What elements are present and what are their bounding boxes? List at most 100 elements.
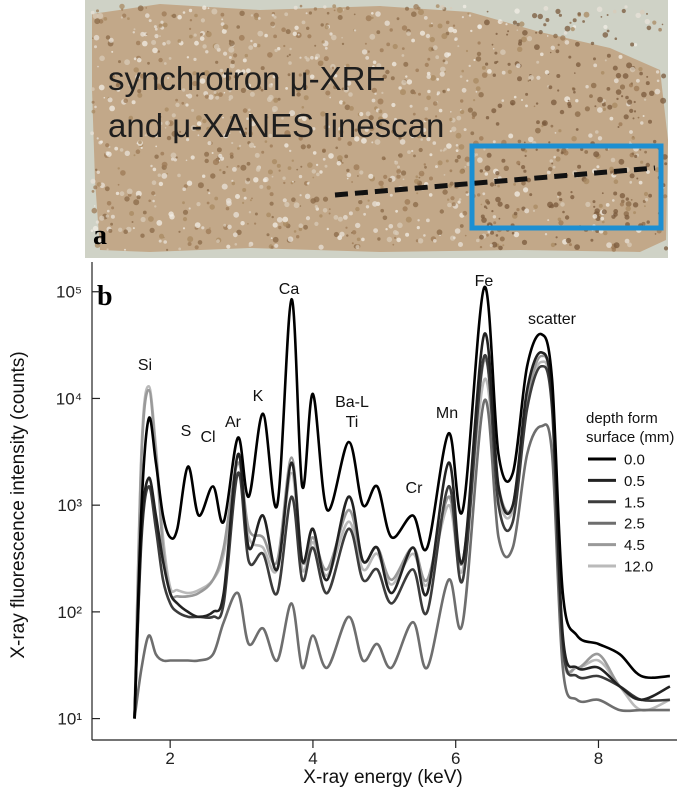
speckle: [105, 214, 109, 218]
speckle: [636, 177, 639, 180]
speckle: [365, 119, 367, 122]
speckle: [390, 76, 395, 81]
speckle: [499, 236, 505, 242]
speckle: [633, 211, 637, 215]
speckle: [483, 169, 485, 172]
speckle: [326, 227, 329, 231]
speckle: [175, 156, 178, 159]
speckle: [495, 32, 498, 36]
speckle: [318, 244, 324, 250]
speckle: [246, 177, 251, 182]
speckle: [265, 116, 269, 119]
speckle: [454, 158, 459, 163]
speckle: [416, 226, 420, 230]
speckle: [543, 5, 549, 11]
speckle: [218, 153, 223, 159]
speckle: [124, 248, 126, 251]
speckle: [94, 242, 101, 248]
legend-label: 12.0: [624, 559, 653, 576]
speckle: [351, 230, 357, 235]
speckle: [120, 16, 123, 19]
speckle: [327, 125, 331, 129]
speckle: [166, 40, 171, 45]
speckle: [124, 196, 130, 202]
speckle: [491, 241, 498, 248]
speckle: [206, 126, 211, 131]
speckle: [401, 54, 405, 57]
speckle: [448, 26, 454, 33]
speckle: [481, 217, 487, 223]
speckle: [297, 113, 303, 119]
speckle: [632, 117, 635, 120]
speckle: [516, 160, 521, 165]
speckle: [473, 99, 476, 102]
speckle: [441, 33, 448, 40]
speckle: [493, 221, 497, 225]
speckle: [639, 148, 642, 151]
speckle: [100, 140, 103, 144]
speckle: [564, 96, 571, 103]
speckle: [396, 17, 400, 21]
speckle: [570, 27, 575, 32]
speckle: [185, 159, 188, 162]
speckle: [646, 12, 648, 15]
speckle: [465, 191, 469, 194]
speckle: [91, 207, 98, 214]
speckle: [426, 95, 431, 101]
speckle: [445, 20, 450, 25]
speckle: [286, 55, 289, 58]
speckle: [649, 90, 655, 97]
speckle: [372, 65, 375, 68]
speckle: [333, 84, 338, 90]
speckle: [307, 34, 312, 39]
speckle: [247, 222, 249, 225]
speckle: [385, 69, 390, 75]
speckle: [163, 62, 167, 65]
speckle: [464, 166, 467, 168]
speckle: [600, 16, 603, 18]
speckle: [467, 107, 473, 113]
speckle: [371, 141, 374, 144]
speckle: [271, 175, 274, 178]
speckle: [210, 173, 216, 179]
speckle: [282, 198, 287, 203]
speckle: [382, 215, 388, 221]
speckle: [435, 55, 440, 60]
speckle: [535, 148, 538, 151]
speckle: [426, 71, 431, 76]
speckle: [452, 24, 456, 27]
speckle: [418, 170, 425, 177]
speckle: [156, 220, 163, 226]
speckle: [253, 177, 259, 183]
speckle: [228, 56, 232, 59]
speckle: [537, 13, 543, 20]
speckle: [632, 202, 639, 208]
speckle: [171, 13, 177, 19]
speckle: [590, 41, 595, 46]
speckle: [96, 170, 101, 174]
speckle: [565, 237, 572, 244]
speckle: [398, 136, 402, 140]
speckle: [140, 73, 145, 79]
speckle: [240, 221, 245, 226]
speckle: [405, 232, 410, 237]
speckle: [328, 153, 334, 159]
speckle: [440, 5, 445, 10]
speckle: [606, 87, 611, 91]
speckle: [436, 229, 443, 236]
speckle: [523, 141, 526, 144]
speckle: [177, 39, 182, 43]
speckle: [475, 86, 481, 91]
speckle: [419, 30, 426, 36]
speckle: [428, 193, 433, 197]
speckle: [479, 245, 483, 249]
speckle: [427, 89, 431, 94]
speckle: [425, 33, 431, 39]
speckle: [630, 42, 635, 47]
speckle: [418, 147, 423, 153]
speckle: [405, 75, 408, 78]
speckle: [392, 43, 398, 50]
speckle: [93, 185, 98, 190]
speckle: [486, 10, 489, 13]
speckle: [211, 152, 214, 154]
